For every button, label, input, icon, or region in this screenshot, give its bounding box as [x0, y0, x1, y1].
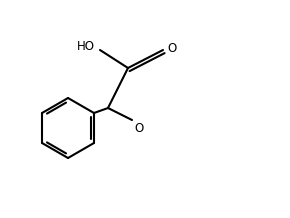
- Text: O: O: [167, 41, 176, 54]
- Text: HO: HO: [77, 41, 95, 53]
- Text: O: O: [134, 122, 143, 135]
